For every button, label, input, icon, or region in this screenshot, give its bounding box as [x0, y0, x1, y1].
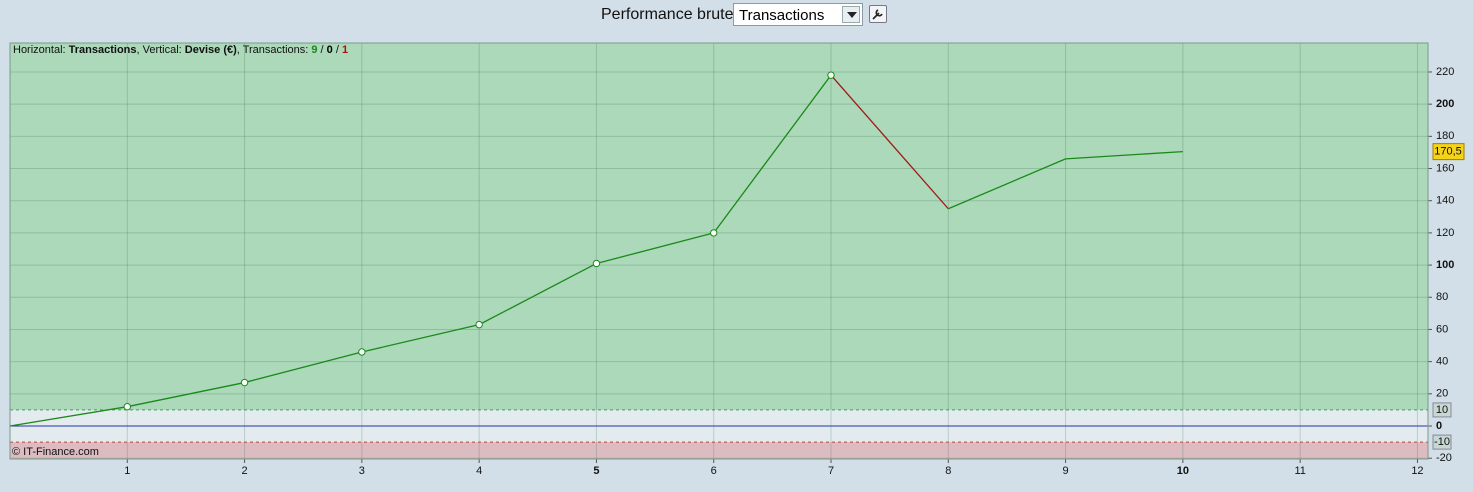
x-tick-label: 10 — [1177, 465, 1189, 477]
info-part: 1 — [342, 44, 348, 56]
info-part: Transactions — [69, 44, 137, 56]
trade-marker — [123, 402, 131, 411]
x-tick-label: 4 — [476, 465, 482, 477]
equity-segment — [361, 323, 480, 353]
equity-segment — [1065, 150, 1183, 160]
threshold-label: 10 — [1436, 404, 1448, 416]
settings-button[interactable] — [869, 5, 887, 23]
y-tick-label: 20 — [1436, 388, 1448, 400]
trade-marker — [827, 71, 835, 79]
x-tick-label: 9 — [1063, 465, 1069, 477]
info-part: / — [333, 44, 342, 56]
select-value: Transactions — [739, 7, 825, 24]
info-part: , Transactions: — [237, 44, 312, 56]
info-part: , Vertical: — [137, 44, 185, 56]
equity-segment — [948, 158, 1066, 210]
mode-select[interactable]: Transactions — [733, 3, 863, 26]
trade-marker — [592, 259, 601, 268]
plot-border — [9, 42, 1429, 460]
threshold-tag — [1432, 402, 1452, 418]
x-tick-label: 3 — [359, 465, 365, 477]
y-tick-label: 220 — [1436, 66, 1454, 78]
x-tick-label: 6 — [711, 465, 717, 477]
trade-marker — [710, 229, 718, 237]
select-arrow[interactable] — [842, 6, 860, 23]
y-tick-label: 60 — [1436, 323, 1448, 335]
toolbar: Performance brute Transactions — [0, 0, 1473, 32]
x-tick-label: 2 — [242, 465, 248, 477]
copyright: © IT-Finance.com — [12, 446, 99, 458]
chart-info: Horizontal: Transactions, Vertical: Devi… — [13, 44, 348, 56]
y-tick-label: 180 — [1436, 130, 1454, 142]
toolbar-label: Performance brute — [601, 6, 734, 23]
y-tick-label: 40 — [1436, 356, 1448, 368]
threshold-tag — [1432, 434, 1452, 450]
x-tick-label: 1 — [124, 465, 130, 477]
equity-segment — [596, 232, 714, 265]
last-value-box — [1432, 143, 1465, 161]
x-tick-label: 11 — [1294, 465, 1305, 477]
y-tick-label: 80 — [1436, 291, 1448, 303]
y-tick-label: 100 — [1436, 259, 1454, 271]
y-tick-label: 140 — [1436, 195, 1454, 207]
equity-segment — [127, 381, 245, 408]
x-tick-label: 7 — [828, 465, 834, 477]
equity-segment — [830, 74, 949, 210]
y-tick-label: 160 — [1436, 162, 1454, 174]
info-part: 0 — [327, 44, 333, 56]
equity-segment — [244, 351, 363, 384]
x-tick-label: 8 — [945, 465, 951, 477]
last-value-label: 170,5 — [1434, 146, 1462, 158]
loss-zone — [10, 442, 1428, 459]
trade-marker — [475, 320, 483, 329]
trade-marker — [240, 378, 249, 387]
trade-marker — [358, 348, 366, 356]
info-part: Horizontal: — [13, 44, 69, 56]
x-tick-label: 5 — [593, 465, 599, 477]
y-tick-label: -20 — [1436, 452, 1452, 464]
threshold-label: -10 — [1434, 436, 1450, 448]
y-tick-label: 0 — [1436, 420, 1442, 432]
equity-segment — [713, 74, 832, 234]
info-part: Devise (€) — [185, 44, 237, 56]
x-tick-label: 12 — [1411, 465, 1423, 477]
equity-segment — [478, 262, 597, 326]
info-part: / — [318, 44, 327, 56]
info-part: 9 — [311, 44, 317, 56]
wrench-icon — [872, 9, 883, 20]
equity-segment — [9, 406, 128, 427]
y-tick-label: 120 — [1436, 227, 1454, 239]
y-tick-label: 200 — [1436, 98, 1454, 110]
